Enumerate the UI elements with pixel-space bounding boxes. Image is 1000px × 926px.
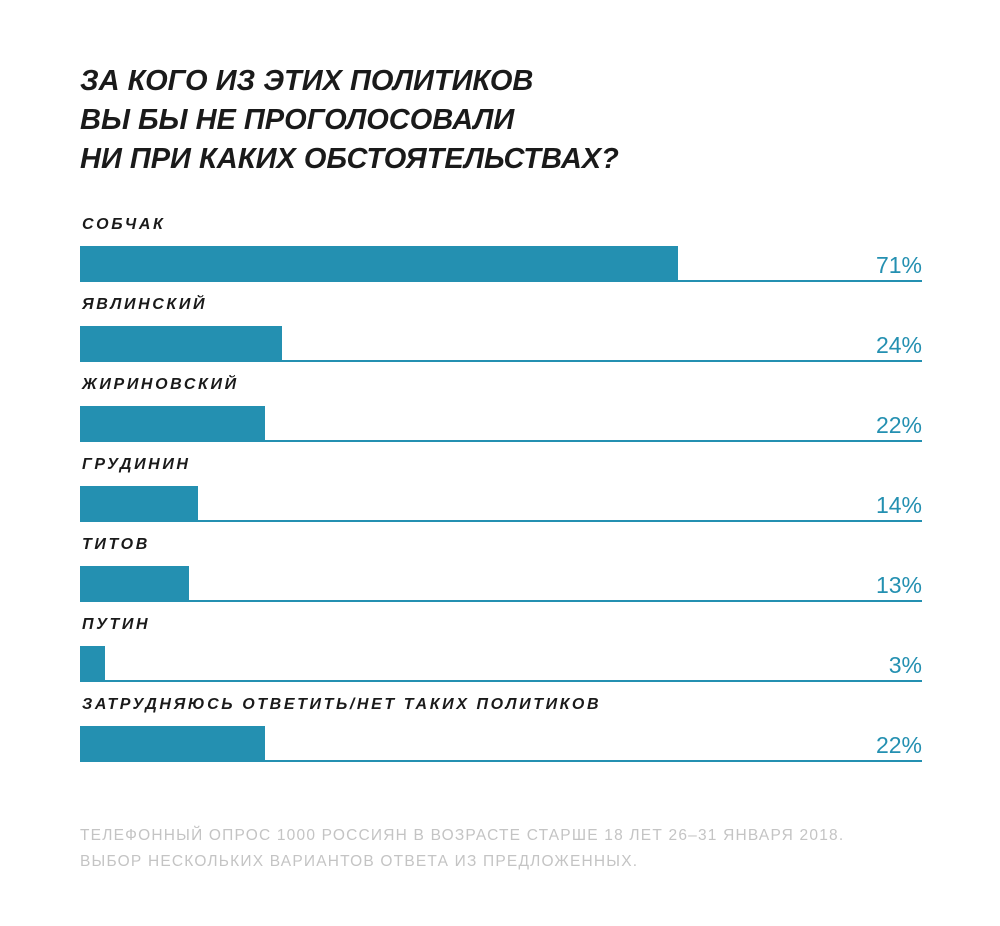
bar-category-label: СОБЧАК: [82, 216, 166, 233]
survey-note-line: ТЕЛЕФОННЫЙ ОПРОС 1000 РОССИЯН В ВОЗРАСТЕ…: [80, 827, 845, 844]
bar-category-label: ЗАТРУДНЯЮСЬ ОТВЕТИТЬ/НЕТ ТАКИХ ПОЛИТИКОВ: [82, 696, 602, 713]
bar-category-label: ЯВЛИНСКИЙ: [82, 296, 208, 313]
bar-category-label: ЖИРИНОВСКИЙ: [82, 376, 239, 393]
bar-row: ПУТИН 3%: [80, 614, 922, 694]
bar-fill: [80, 246, 678, 280]
bar-row: ТИТОВ 13%: [80, 534, 922, 614]
bar-value-label: 22%: [875, 412, 922, 438]
chart-title: ЗА КОГО ИЗ ЭТИХ ПОЛИТИКОВ ВЫ БЫ НЕ ПРОГО…: [80, 62, 880, 179]
chart-title-line: ВЫ БЫ НЕ ПРОГОЛОСОВАЛИ: [80, 104, 515, 136]
bar-track: [80, 646, 922, 682]
bar-category-label: ТИТОВ: [82, 536, 150, 553]
bar-fill: [80, 646, 105, 680]
bar-track: [80, 486, 922, 522]
bar-fill: [80, 486, 198, 520]
bar-value-label: 71%: [875, 252, 922, 278]
bar-fill: [80, 726, 265, 760]
bar-track: [80, 726, 922, 762]
bar-row: ЖИРИНОВСКИЙ 22%: [80, 374, 922, 454]
bar-row: ГРУДИНИН 14%: [80, 454, 922, 534]
bar-track: [80, 406, 922, 442]
bar-row: СОБЧАК 71%: [80, 214, 922, 294]
bar-category-label: ГРУДИНИН: [82, 456, 191, 473]
bar-value-label: 24%: [875, 332, 922, 358]
bar-track: [80, 326, 922, 362]
bar-fill: [80, 326, 282, 360]
bar-category-label: ПУТИН: [82, 616, 151, 633]
chart-title-line: НИ ПРИ КАКИХ ОБСТОЯТЕЛЬСТВАХ?: [80, 143, 619, 175]
bar-track: [80, 246, 922, 282]
bar-track: [80, 566, 922, 602]
bar-chart: СОБЧАК 71% ЯВЛИНСКИЙ 24% ЖИРИНОВСКИЙ 22% ГРУДИ…: [80, 214, 922, 774]
bar-fill: [80, 566, 189, 600]
bar-fill: [80, 406, 265, 440]
bar-value-label: 22%: [875, 732, 922, 758]
bar-value-label: 14%: [875, 492, 922, 518]
survey-note-line: ВЫБОР НЕСКОЛЬКИХ ВАРИАНТОВ ОТВЕТА ИЗ ПРЕ…: [80, 853, 639, 870]
chart-title-line: ЗА КОГО ИЗ ЭТИХ ПОЛИТИКОВ: [80, 65, 534, 97]
bar-value-label: 13%: [875, 572, 922, 598]
survey-note: ТЕЛЕФОННЫЙ ОПРОС 1000 РОССИЯН В ВОЗРАСТЕ…: [80, 823, 940, 875]
bar-row: ЯВЛИНСКИЙ 24%: [80, 294, 922, 374]
bar-value-label: 3%: [888, 652, 922, 678]
bar-row: ЗАТРУДНЯЮСЬ ОТВЕТИТЬ/НЕТ ТАКИХ ПОЛИТИКОВ…: [80, 694, 922, 774]
